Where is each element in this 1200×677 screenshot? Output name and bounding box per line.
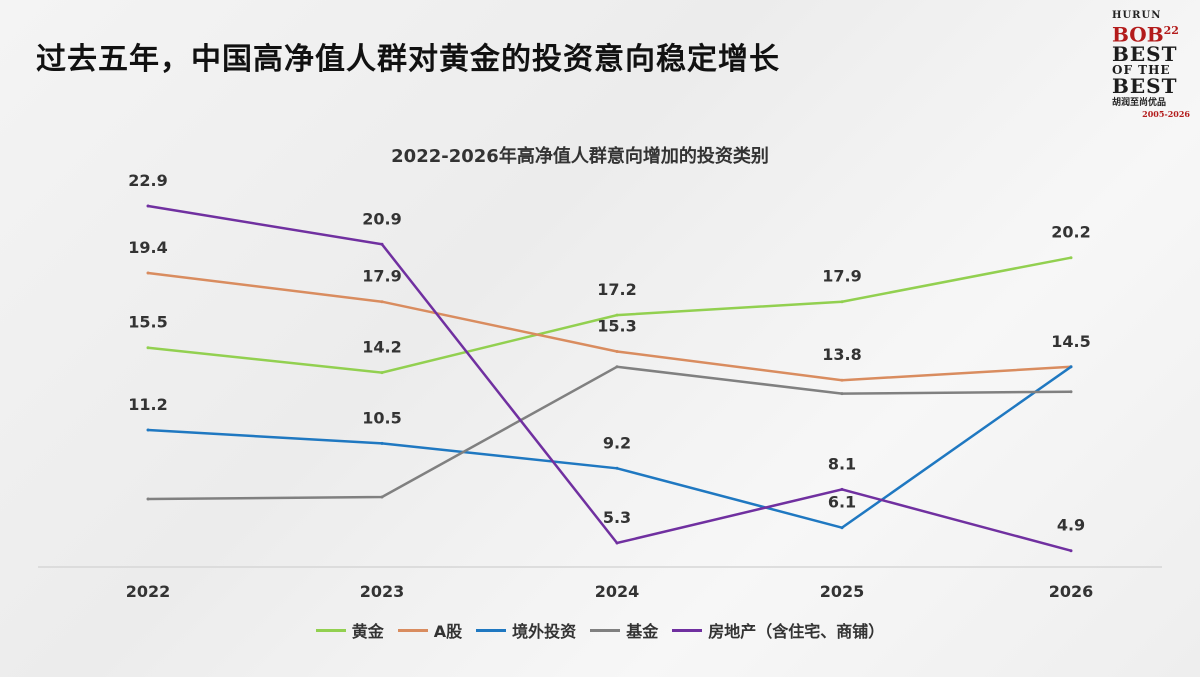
data-label-0-4: 20.2	[1051, 223, 1090, 242]
series-layer	[146, 204, 1073, 553]
x-tick-label-1: 2023	[360, 582, 405, 601]
x-tick-labels: 2022 2023 2024 2025 2026	[126, 582, 1094, 601]
series-point-3-0	[146, 497, 150, 501]
series-point-1-2	[615, 350, 619, 353]
data-label-0-1: 14.2	[362, 338, 401, 357]
logo-bob-text: BOB22	[1112, 22, 1179, 47]
series-point-4-1	[380, 242, 384, 246]
legend-label-4: 房地产（含住宅、商铺）	[708, 622, 885, 641]
chart-legend: 黄金 A股 境外投资 基金 房地产（含住宅、商铺）	[0, 618, 1200, 642]
legend-label-3: 基金	[626, 622, 659, 641]
data-label-2-4: 14.5	[1051, 332, 1090, 351]
legend-item-3: 基金	[590, 618, 658, 642]
data-label-4-4: 4.9	[1057, 516, 1085, 535]
legend-swatch-4	[672, 628, 703, 632]
series-point-0-2	[615, 313, 619, 317]
data-label-2-3: 6.1	[828, 493, 856, 512]
legend-item-0: 黄金	[315, 618, 384, 642]
series-point-3-2	[615, 365, 619, 369]
series-point-0-3	[840, 300, 844, 304]
x-tick-label-0: 2022	[126, 582, 171, 601]
series-point-4-2	[615, 541, 619, 545]
legend-swatch-0	[315, 628, 346, 632]
data-label-0-2: 17.2	[597, 280, 636, 299]
data-label-0-3: 17.9	[822, 267, 861, 286]
series-point-0-4	[1069, 256, 1073, 260]
legend-swatch-1	[397, 628, 428, 632]
logo-best2-text: BEST	[1112, 73, 1178, 98]
legend-item-1: A股	[397, 618, 463, 642]
x-tick-label-3: 2025	[820, 582, 865, 601]
data-label-4-3: 8.1	[828, 454, 856, 473]
series-point-2-4	[1069, 365, 1073, 369]
logo-hurun-text: HURUN	[1112, 10, 1162, 21]
legend-swatch-2	[476, 628, 507, 632]
legend-label-0: 黄金	[351, 622, 384, 641]
series-point-2-2	[615, 466, 619, 470]
series-point-4-3	[840, 487, 844, 491]
legend-item-4: 房地产（含住宅、商铺）	[672, 618, 884, 642]
series-point-1-3	[840, 378, 844, 382]
series-point-2-1	[380, 441, 384, 445]
series-point-2-3	[840, 526, 844, 530]
series-point-2-0	[146, 428, 150, 432]
legend-swatch-3	[590, 628, 621, 632]
series-point-3-4	[1069, 390, 1073, 394]
series-point-0-0	[146, 346, 150, 350]
legend-item-2: 境外投资	[476, 618, 576, 642]
chart-title: 2022-2026年高净值人群意向增加的投资类别	[391, 145, 769, 167]
data-label-1-0: 19.4	[128, 238, 167, 257]
logo-chinese-text: 胡润至尚优品	[1112, 97, 1167, 108]
data-label-4-0: 22.9	[128, 171, 167, 190]
data-label-2-0: 11.2	[128, 395, 167, 414]
hurun-bob-logo: HURUN BOB22 BEST OF THE BEST 胡润至尚优品 2005…	[1112, 10, 1194, 119]
series-point-3-3	[840, 392, 844, 396]
logo-years-text: 2005-2026	[1142, 108, 1190, 119]
x-tick-label-2: 2024	[595, 582, 640, 601]
series-point-0-1	[380, 371, 384, 375]
data-label-4-2: 5.3	[603, 508, 631, 527]
data-label-0-0: 15.5	[128, 313, 167, 332]
series-line-0	[147, 256, 1072, 374]
data-label-1-3: 13.8	[822, 345, 861, 364]
data-label-1-2: 15.3	[597, 317, 636, 336]
logo-best-text: BEST	[1112, 41, 1178, 66]
series-point-1-1	[380, 300, 384, 304]
logo-of-the-text: OF THE	[1112, 62, 1171, 77]
data-label-1-1: 17.9	[362, 267, 401, 286]
data-labels-layer: 15.5 14.2 17.2 17.9 20.2 19.4 17.9 15.3 13.8 11.2…	[128, 171, 1090, 535]
legend-label-2: 境外投资	[512, 622, 577, 641]
series-point-4-0	[146, 204, 150, 208]
data-label-4-1: 20.9	[362, 209, 401, 228]
series-point-3-1	[380, 495, 384, 499]
legend-label-1: A股	[433, 622, 463, 641]
page-title: 过去五年，中国高净值人群对黄金的投资意向稳定增长	[36, 42, 780, 77]
data-label-2-1: 10.5	[362, 408, 401, 427]
series-point-1-0	[146, 271, 150, 275]
x-tick-label-4: 2026	[1049, 582, 1094, 601]
data-label-2-2: 9.2	[603, 433, 631, 452]
series-point-4-4	[1069, 549, 1073, 553]
